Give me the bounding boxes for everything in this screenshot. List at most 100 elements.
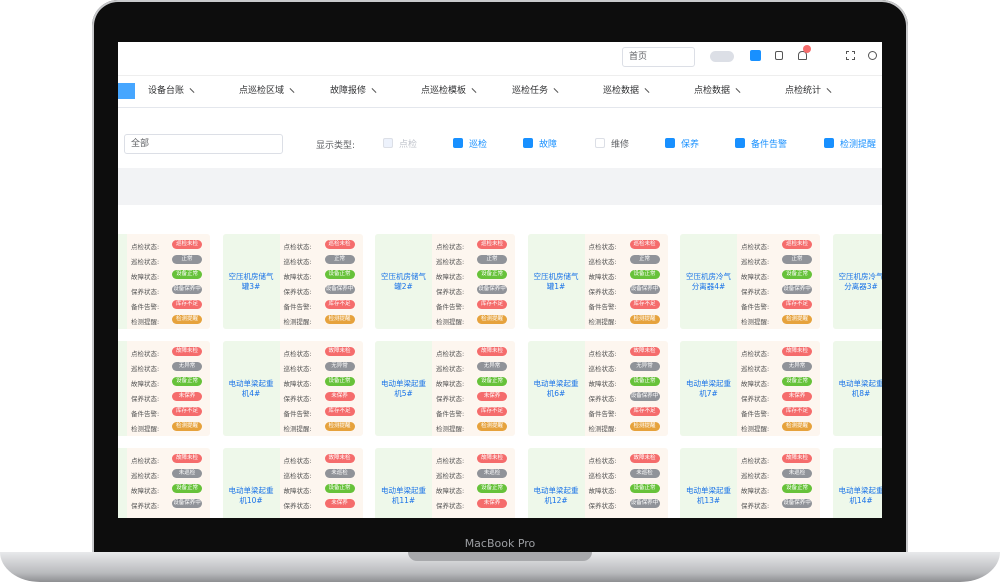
- tab-close[interactable]: [189, 88, 195, 93]
- status-badge: 检测提醒: [172, 422, 202, 431]
- tab-close[interactable]: [826, 88, 832, 93]
- lock-icon[interactable]: [775, 51, 783, 60]
- equipment-card[interactable]: 电动单梁起重机5# 点检状态: 故障未检 巡检状态: 无异常 故障状态: 设备正常 保养状态:…: [375, 341, 515, 436]
- status-badge: 无异常: [782, 362, 812, 371]
- tab-close[interactable]: [471, 88, 477, 93]
- status-badge: 故障未检: [477, 347, 507, 356]
- field-label: 保养状态:: [588, 502, 617, 510]
- equipment-card[interactable]: 电动单梁起重机8#点检状态:故障未检巡检状态:无异常故障状态:设备正常保养状态:…: [832, 341, 882, 436]
- status-badge: 故障未检: [172, 347, 202, 356]
- tab[interactable]: 点巡检模板: [421, 75, 477, 107]
- equipment-card[interactable]: 电动单梁起重机13# 点检状态: 故障未检 巡检状态: 未巡检 故障状态: 设备正常 保养状态…: [680, 448, 820, 518]
- checkbox-option[interactable]: 保养: [665, 138, 699, 151]
- tab[interactable]: 点检数据: [694, 75, 741, 107]
- equipment-card[interactable]: 电动单梁起重机14#点检状态:故障未检巡检状态:未巡检故障状态:设备正常保养状态…: [832, 448, 882, 518]
- tab[interactable]: 故障报修: [330, 75, 377, 107]
- tab[interactable]: 点检统计: [785, 75, 832, 107]
- checkbox[interactable]: [595, 138, 605, 148]
- status-badge: 正常: [324, 255, 355, 264]
- status-badge: 检测提醒: [477, 422, 507, 431]
- equipment-name: 空压机房冷气分离器4#: [680, 234, 737, 329]
- device-label: MacBook Pro: [464, 537, 536, 550]
- checkbox-label: 备件告警: [751, 140, 788, 150]
- fullscreen-icon[interactable]: [846, 51, 855, 60]
- equipment-name: 电动单梁起重机5#: [375, 341, 432, 436]
- tab-close[interactable]: [644, 88, 650, 93]
- status-badge: 设备保养中: [782, 285, 812, 294]
- equipment-card[interactable]: 电动单梁起重机11# 点检状态: 故障未检 巡检状态: 未巡检 故障状态: 设备正常 保养状态…: [375, 448, 515, 518]
- bell-icon[interactable]: [798, 51, 807, 60]
- checkbox[interactable]: [665, 138, 675, 148]
- tab-label[interactable]: 点巡检模板: [421, 86, 467, 96]
- home-select[interactable]: 首页: [622, 47, 695, 67]
- checkbox-option[interactable]: 备件告警: [735, 138, 787, 151]
- checkbox-label: 巡检: [469, 140, 488, 150]
- equipment-card[interactable]: 空压机房冷气分离器3#点检状态:巡检未检巡检状态:正常故障状态:设备正常保养状态…: [832, 234, 882, 329]
- select[interactable]: 全部: [124, 134, 283, 154]
- status-badge: 库存不足: [477, 300, 507, 309]
- screen: 首页 设备台账 点巡检区域 故障报修 点巡检模板 巡检任务 巡检数据 点检数据 点检统计 全部…: [118, 42, 882, 518]
- equipment-card[interactable]: 点检状态: 故障未检 巡检状态: 无异常 故障状态: 设备正常 保养状态: 未保养 备件告警: 库…: [118, 341, 210, 436]
- equipment-card[interactable]: 电动单梁起重机12# 点检状态: 故障未检 巡检状态: 未巡检 故障状态: 设备正常 保养状态…: [527, 448, 668, 518]
- refresh-icon[interactable]: [868, 51, 877, 60]
- toggle[interactable]: [710, 51, 734, 62]
- field-label: 保养状态:: [283, 288, 312, 296]
- status-badge: 未巡检: [629, 469, 660, 478]
- tab-close[interactable]: [553, 88, 559, 93]
- checkbox[interactable]: [453, 138, 463, 148]
- tab-label[interactable]: 巡检任务: [512, 86, 549, 96]
- tab-label[interactable]: 点检数据: [694, 86, 731, 96]
- field-label: 巡检状态:: [741, 472, 770, 480]
- tab-close[interactable]: [289, 88, 295, 93]
- tab-label[interactable]: 巡检数据: [603, 86, 640, 96]
- field-label: 故障状态:: [283, 380, 312, 388]
- equipment-card[interactable]: 空压机房储气罐3# 点检状态: 巡检未检 巡检状态: 正常 故障状态: 设备正常 保养状态: 设…: [222, 234, 363, 329]
- field-label: 检测提醒:: [588, 425, 617, 433]
- equipment-card[interactable]: 空压机房冷气分离器4# 点检状态: 巡检未检 巡检状态: 正常 故障状态: 设备正常 保养状态…: [680, 234, 820, 329]
- checkbox-option[interactable]: 维修: [595, 138, 629, 151]
- field-label: 点检状态:: [588, 350, 617, 358]
- checkbox[interactable]: [824, 138, 834, 148]
- active-tab[interactable]: [118, 83, 135, 99]
- tab-close[interactable]: [735, 88, 741, 93]
- tab[interactable]: 设备台账: [148, 75, 195, 107]
- tab-label[interactable]: 设备台账: [148, 86, 185, 96]
- tab-label[interactable]: 点巡检区域: [239, 86, 285, 96]
- field-label: 巡检状态:: [131, 365, 160, 373]
- toolbar-band: [118, 168, 882, 205]
- checkbox-option[interactable]: 巡检: [453, 138, 487, 151]
- equipment-card[interactable]: 电动单梁起重机10# 点检状态: 故障未检 巡检状态: 未巡检 故障状态: 设备正常 保养状态…: [222, 448, 363, 518]
- equipment-name: 电动单梁起重机6#: [527, 341, 585, 436]
- tab-label[interactable]: 故障报修: [330, 86, 367, 96]
- checkbox[interactable]: [523, 138, 533, 148]
- equipment-name: 电动单梁起重机13#: [680, 448, 737, 518]
- field-label: 备件告警:: [283, 410, 312, 418]
- tab-label[interactable]: 点检统计: [785, 86, 822, 96]
- checkbox-label: 检测提醒: [840, 140, 877, 150]
- field-label: 故障状态:: [131, 380, 160, 388]
- status-badge: 检测提醒: [324, 422, 355, 431]
- checkbox-icon[interactable]: [750, 50, 761, 61]
- status-badge: 库存不足: [172, 300, 202, 309]
- checkbox[interactable]: [735, 138, 745, 148]
- checkbox-option[interactable]: 检测提醒: [824, 138, 876, 151]
- tab[interactable]: 巡检任务: [512, 75, 559, 107]
- equipment-card[interactable]: 点检状态: 巡检未检 巡检状态: 正常 故障状态: 设备正常 保养状态: 设备保养中 备件告警:…: [118, 234, 210, 329]
- equipment-card[interactable]: 空压机房储气罐1# 点检状态: 巡检未检 巡检状态: 正常 故障状态: 设备正常 保养状态: 设…: [527, 234, 668, 329]
- equipment-card[interactable]: 空压机房储气罐2# 点检状态: 巡检未检 巡检状态: 正常 故障状态: 设备正常 保养状态: 设…: [375, 234, 515, 329]
- equipment-name: 电动单梁起重机11#: [375, 448, 432, 518]
- equipment-card[interactable]: 点检状态: 故障未检 巡检状态: 未巡检 故障状态: 设备正常 保养状态: 设备保养中: [118, 448, 210, 518]
- field-label: 备件告警:: [283, 303, 312, 311]
- checkbox: [383, 138, 393, 148]
- equipment-card[interactable]: 电动单梁起重机7# 点检状态: 故障未检 巡检状态: 无异常 故障状态: 设备正常 保养状态:…: [680, 341, 820, 436]
- status-badge: 设备正常: [324, 484, 355, 493]
- tab[interactable]: 点巡检区域: [239, 75, 295, 107]
- equipment-card[interactable]: 电动单梁起重机6# 点检状态: 故障未检 巡检状态: 无异常 故障状态: 设备正常 保养状态:…: [527, 341, 668, 436]
- tab[interactable]: 巡检数据: [603, 75, 650, 107]
- tab-close[interactable]: [371, 88, 377, 93]
- equipment-card[interactable]: 电动单梁起重机4# 点检状态: 故障未检 巡检状态: 无异常 故障状态: 设备正常 保养状态:…: [222, 341, 363, 436]
- checkbox-option[interactable]: 故障: [523, 138, 557, 151]
- field-label: 保养状态:: [588, 395, 617, 403]
- equipment-name: [118, 234, 127, 329]
- field-label: 巡检状态:: [741, 258, 770, 266]
